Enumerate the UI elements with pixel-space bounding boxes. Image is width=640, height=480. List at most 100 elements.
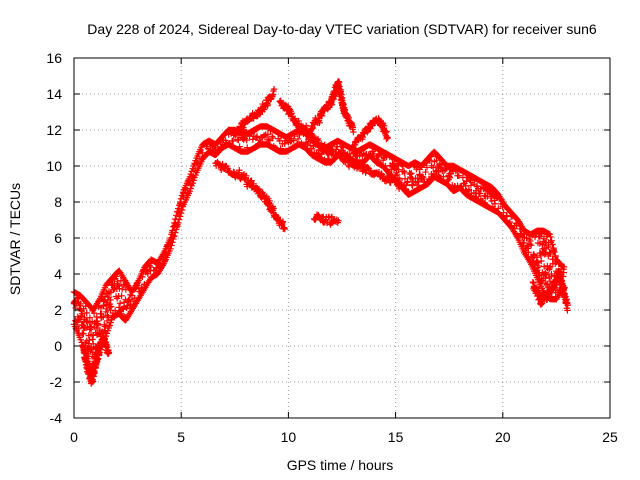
- y-tick-label: 10: [46, 158, 62, 174]
- data-point: [395, 166, 402, 173]
- data-point: [338, 148, 345, 155]
- data-point: [525, 249, 532, 256]
- data-point: [547, 233, 554, 241]
- data-point: [294, 135, 302, 143]
- data-point: [79, 310, 86, 317]
- data-point: [323, 105, 331, 112]
- data-point: [440, 173, 447, 180]
- data-point: [407, 171, 414, 178]
- data-point: [394, 171, 401, 179]
- data-point: [315, 149, 322, 157]
- axis-ticks: 0 5 10 15 20 25 -4 -2 0 2 4 6 8 10 12 14 16: [46, 50, 618, 445]
- data-point: [105, 349, 113, 356]
- data-point: [269, 134, 277, 142]
- data-point: [495, 205, 502, 212]
- y-tick-label: 2: [54, 302, 62, 318]
- data-point: [413, 182, 421, 189]
- data-point: [139, 273, 146, 281]
- data-point: [83, 361, 91, 368]
- data-point: [551, 248, 558, 256]
- data-point: [534, 258, 541, 266]
- data-point: [500, 209, 507, 216]
- data-point: [395, 185, 403, 192]
- data-point: [80, 330, 87, 338]
- data-point: [328, 213, 336, 220]
- data-point: [264, 131, 272, 138]
- chart-title: Day 228 of 2024, Sidereal Day-to-day VTE…: [87, 21, 597, 37]
- data-point: [279, 218, 287, 225]
- data-point: [253, 133, 261, 140]
- y-tick-label: 14: [46, 86, 62, 102]
- data-point: [503, 212, 511, 219]
- data-point: [207, 147, 215, 154]
- data-point: [123, 302, 131, 310]
- data-point: [446, 174, 454, 181]
- data-point: [132, 285, 139, 292]
- data-point: [318, 111, 325, 119]
- data-point: [542, 275, 549, 282]
- data-point: [232, 130, 240, 138]
- data-point: [426, 157, 434, 165]
- x-axis-label: GPS time / hours: [287, 457, 394, 473]
- data-point: [279, 219, 286, 227]
- data-point: [110, 286, 117, 293]
- data-point: [249, 136, 257, 143]
- y-axis-label: SDTVAR / TECUs: [7, 183, 23, 295]
- data-point: [537, 291, 544, 298]
- y-tick-label: 4: [54, 266, 62, 282]
- data-point: [265, 136, 272, 144]
- data-point: [75, 316, 83, 324]
- data-point: [248, 177, 255, 184]
- data-point: [353, 157, 360, 165]
- data-point: [442, 166, 449, 173]
- data-point: [108, 303, 115, 310]
- data-point: [243, 136, 250, 144]
- data-points: [70, 78, 571, 387]
- data-point: [199, 149, 206, 156]
- data-point: [264, 100, 271, 108]
- data-point: [564, 301, 571, 309]
- data-point: [397, 181, 404, 188]
- data-point: [234, 136, 241, 143]
- data-point: [118, 292, 125, 300]
- data-point: [350, 145, 357, 152]
- data-point: [481, 199, 489, 207]
- data-point: [83, 309, 90, 317]
- data-point: [429, 164, 437, 171]
- data-point: [350, 128, 357, 136]
- data-point: [126, 296, 133, 303]
- data-point: [404, 178, 411, 185]
- data-point: [280, 224, 288, 231]
- data-point: [375, 151, 383, 159]
- data-point: [335, 217, 342, 224]
- data-point: [75, 325, 82, 332]
- data-point: [91, 369, 98, 377]
- y-tick-label: 0: [54, 338, 62, 354]
- data-point: [290, 137, 297, 144]
- data-point: [281, 225, 288, 233]
- y-tick-label: 8: [54, 194, 62, 210]
- data-point: [172, 229, 179, 236]
- y-tick-label: -4: [50, 410, 63, 426]
- data-point: [420, 174, 427, 181]
- data-point: [455, 172, 463, 179]
- data-point: [79, 330, 86, 337]
- x-tick-label: 20: [495, 429, 511, 445]
- data-point: [174, 219, 182, 227]
- data-point: [86, 336, 93, 344]
- data-point: [545, 243, 552, 251]
- data-point: [93, 357, 101, 364]
- data-point: [548, 272, 555, 280]
- x-tick-label: 0: [70, 429, 78, 445]
- data-point: [269, 92, 276, 100]
- data-point: [270, 85, 278, 93]
- x-tick-label: 10: [281, 429, 297, 445]
- data-point: [435, 172, 442, 179]
- data-point: [314, 135, 322, 143]
- data-point: [86, 314, 94, 321]
- y-tick-label: 12: [46, 122, 62, 138]
- data-point: [484, 193, 491, 200]
- data-point: [463, 178, 470, 185]
- data-point: [229, 137, 237, 145]
